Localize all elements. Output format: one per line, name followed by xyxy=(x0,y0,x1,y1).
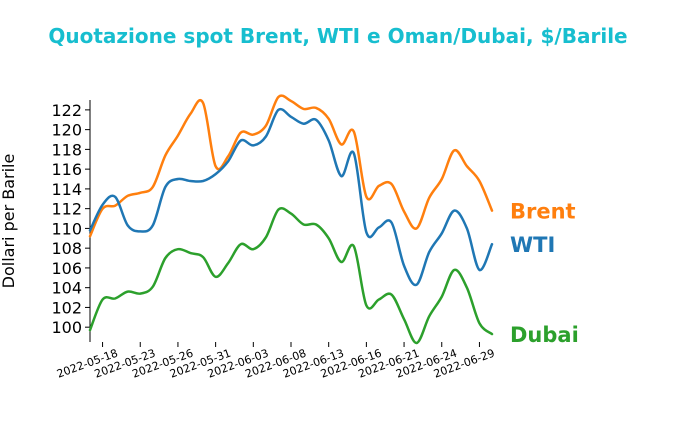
y-tick-label: 116 xyxy=(51,160,82,179)
y-tick-label: 118 xyxy=(51,140,82,159)
chart-title: Quotazione spot Brent, WTI e Oman/Dubai,… xyxy=(48,24,627,48)
y-tick-label: 120 xyxy=(51,121,82,140)
y-tick-label: 100 xyxy=(51,318,82,337)
y-tick-label: 122 xyxy=(51,101,82,120)
y-tick-label: 104 xyxy=(51,279,82,298)
y-axis-label: Dollari per Barile xyxy=(0,154,18,289)
y-tick-label: 102 xyxy=(51,298,82,317)
x-ticks: 2022-05-182022-05-232022-05-262022-05-31… xyxy=(55,342,496,381)
series-line-brent xyxy=(88,94,494,238)
y-tick-label: 106 xyxy=(51,259,82,278)
series-label-brent: Brent xyxy=(510,200,576,224)
y-tick-label: 108 xyxy=(51,239,82,258)
series-labels: Brent WTI Dubai xyxy=(510,200,579,347)
series-line-dubai xyxy=(88,206,494,345)
y-tick-label: 110 xyxy=(51,219,82,238)
y-tick-label: 114 xyxy=(51,180,82,199)
series-label-wti: WTI xyxy=(510,233,555,257)
series-line-wti xyxy=(88,107,494,287)
y-tick-label: 112 xyxy=(51,200,82,219)
series-lines xyxy=(88,94,494,345)
series-label-dubai: Dubai xyxy=(510,323,579,347)
